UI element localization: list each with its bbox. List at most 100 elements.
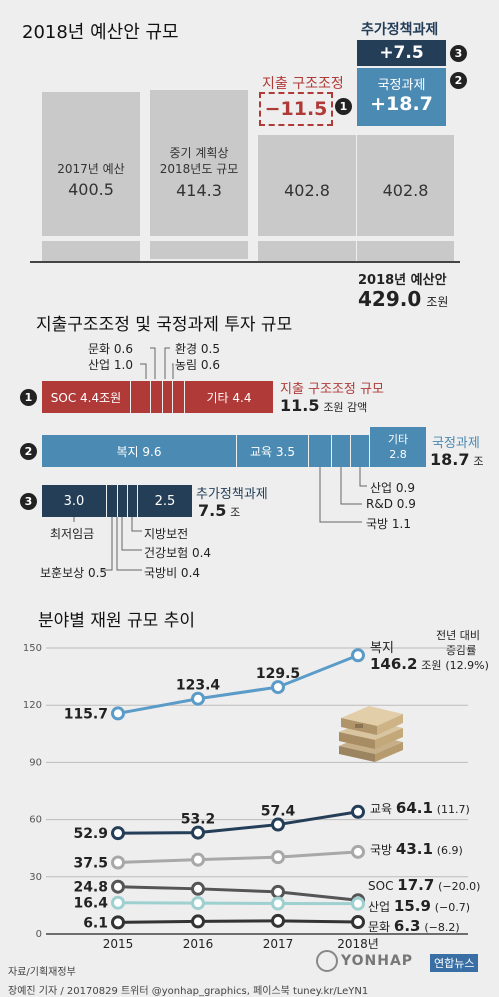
data-point <box>351 896 365 911</box>
r1-total-wrap: 11.5 조원 감액 <box>280 396 367 415</box>
data-point <box>111 826 125 841</box>
industry-name: 산업 <box>368 900 391 914</box>
r2-seg-edu: 교육 3.5 <box>237 435 308 467</box>
r1-seg-agri <box>173 381 184 413</box>
welfare-name: 복지 <box>370 641 394 656</box>
soc-value: 17.7 <box>397 876 435 894</box>
r3-label-veteran: 보훈보상 0.5 <box>40 566 108 580</box>
r2-seg-industry <box>351 435 369 467</box>
defense-value: 43.1 <box>395 840 433 858</box>
r2-name: 국정과제 <box>432 436 480 451</box>
series-line <box>117 850 359 864</box>
r1-seg-env <box>163 381 172 413</box>
trend-label-welfare: 복지 <box>370 637 394 656</box>
x-tick-label: 2018년 <box>337 937 379 951</box>
money-stack-icon <box>339 706 403 762</box>
r2-seg-other: 기타 2.8 <box>370 427 426 467</box>
bar-label-mid-plan-2: 2018년도 규모 <box>159 162 239 176</box>
r1-seg-industry <box>131 381 150 413</box>
data-point <box>271 896 285 911</box>
r1-unit: 조원 감액 <box>323 401 368 414</box>
r1-total: 11.5 <box>280 396 320 415</box>
r2-unit: 조 <box>473 455 484 468</box>
r2-total-wrap: 18.7 조 <box>430 450 483 469</box>
budget-title: 2018년 예산안 규모 <box>22 22 179 43</box>
x-tick-label: 2016 <box>183 937 214 951</box>
bar-label-2017: 2017년 예산 <box>57 162 125 176</box>
r2-seg-welfare: 복지 9.6 <box>42 435 236 467</box>
cut-marker: 1 <box>335 98 352 115</box>
r3-unit: 조 <box>230 506 241 519</box>
data-label: 37.5 <box>73 856 108 872</box>
bar-value-2017: 400.5 <box>68 180 114 199</box>
trend-header-2: 증감률 <box>446 644 477 657</box>
credit: 장예진 기자 / 20170829 트위터 @yonhap_graphics, … <box>8 986 369 997</box>
trend-label-defense: 국방 43.1 (6.9) <box>370 840 463 858</box>
data-point <box>271 680 285 695</box>
extra-box: +7.5 <box>357 40 446 66</box>
yonhap-logo-text: YONHAP <box>341 953 414 969</box>
data-point <box>351 844 365 859</box>
culture-change: (−8.2) <box>424 921 460 934</box>
r3-seg-minwage: 3.0 <box>42 485 106 517</box>
trend-label-culture: 문화 6.3 (−8.2) <box>368 917 460 935</box>
total-number: 429.0 <box>358 287 422 311</box>
r3-seg-local-value: 2.5 <box>154 493 176 509</box>
data-point <box>191 825 205 840</box>
invest-title: 지출구조조정 및 국정과제 투자 규모 <box>36 315 293 335</box>
culture-value: 6.3 <box>393 917 421 935</box>
extra-label: 추가정책과제 <box>361 22 439 38</box>
r1-label-agri: 농림 0.6 <box>175 358 220 372</box>
data-point <box>191 691 205 706</box>
r3-total: 7.5 <box>198 501 227 520</box>
series-line <box>117 885 359 902</box>
data-point <box>271 850 285 865</box>
welfare-value: 146.2 <box>370 655 418 673</box>
r1-seg-soc-label: SOC 4.4조원 <box>50 390 122 405</box>
source: 자료/기획재정부 <box>8 967 76 978</box>
data-point <box>111 879 125 894</box>
r2-total: 18.7 <box>430 450 470 469</box>
r2-label-industry: 산업 0.9 <box>370 481 415 495</box>
baseline <box>30 261 460 263</box>
edu-name: 교육 <box>370 802 393 816</box>
data-label: 53.2 <box>181 812 216 828</box>
r3-label-minwage: 최저임금 <box>50 527 95 541</box>
data-point <box>191 881 205 896</box>
gov-value: +18.7 <box>370 93 433 115</box>
r1-label-env: 환경 0.5 <box>175 342 220 356</box>
r1-name: 지출 구조조정 규모 <box>280 382 384 397</box>
data-point <box>191 896 205 911</box>
r3-name: 추가정책과제 <box>196 487 268 502</box>
r3-marker: 3 <box>20 493 37 510</box>
bar-value-2018-base: 402.8 <box>382 181 429 200</box>
r3-seg-local: 2.5 <box>138 485 192 517</box>
r2-seg-welfare-label: 복지 9.6 <box>116 444 162 459</box>
defense-name: 국방 <box>370 843 393 857</box>
r2-seg-edu-label: 교육 3.5 <box>250 444 295 459</box>
budget-bar-2017 <box>42 92 140 261</box>
bar-label-mid-plan-1: 중기 계획상 <box>169 146 229 160</box>
data-label: 129.5 <box>256 666 300 682</box>
y-tick-label: 90 <box>29 757 42 768</box>
r1-marker: 1 <box>20 389 37 406</box>
culture-name: 문화 <box>368 920 391 934</box>
trend-label-welfare-val: 146.2 조원 (12.9%) <box>370 655 489 673</box>
industry-value: 15.9 <box>393 897 431 915</box>
data-point <box>191 914 205 929</box>
r3-seg-veteran <box>107 485 117 517</box>
r3-label-health: 건강보험 0.4 <box>144 546 212 560</box>
trend-header-1: 전년 대비 <box>436 629 480 642</box>
r2-seg-other-label: 기타 <box>387 433 409 446</box>
trend-title: 분야별 재원 규모 추이 <box>38 611 195 631</box>
r3-seg-health <box>128 485 137 517</box>
total-unit: 조원 <box>426 295 449 309</box>
r2-label-defense: 국방 1.1 <box>366 517 411 531</box>
data-point <box>271 884 285 899</box>
trend-label-edu: 교육 64.1 (11.7) <box>370 799 470 817</box>
cut-value: −11.5 <box>264 98 328 120</box>
r2-label-rnd: R&D 0.9 <box>366 497 416 511</box>
